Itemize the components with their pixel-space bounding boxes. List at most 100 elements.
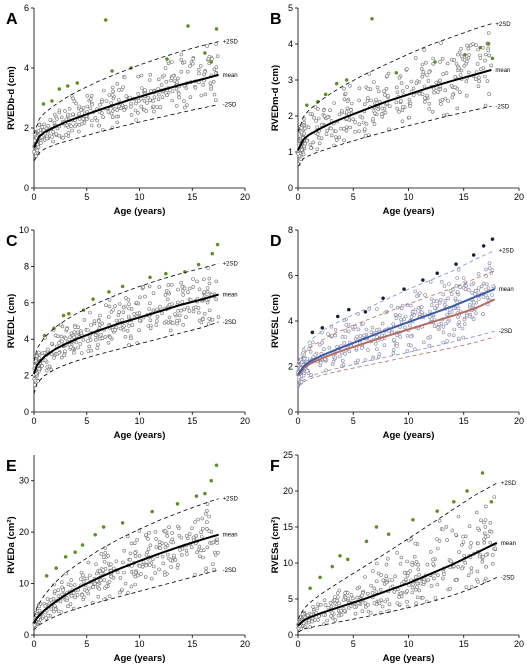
data-point [360,115,365,120]
scatter-points [32,42,220,158]
y-tick-label: 4 [24,63,29,73]
panel-letter: B [270,11,282,28]
data-point [340,334,345,339]
data-point [313,618,318,622]
data-point [36,129,41,133]
data-point [435,303,439,308]
data-point [333,595,337,599]
data-point [54,132,59,136]
data-point [56,609,61,614]
data-point [469,282,474,287]
data-point [457,550,461,554]
data-point [405,559,409,564]
label-minus-2sd: -2SD [223,103,237,109]
data-point [113,328,117,332]
data-point [343,351,347,356]
data-point [215,541,219,545]
data-point [136,92,140,96]
data-point [93,581,97,586]
data-point [473,288,478,293]
data-point [355,595,360,600]
y-tick-label: 0 [288,407,293,417]
data-point [72,330,77,334]
y-tick-label: 2 [24,123,29,133]
data-point [171,321,175,325]
data-point [360,346,364,350]
data-point [90,118,94,123]
data-point [128,551,133,556]
data-point [395,601,400,605]
y-tick-label: 20 [283,486,293,496]
data-point [344,125,349,130]
data-point [42,350,47,355]
data-point [429,584,434,588]
data-point [349,101,354,106]
data-point [53,333,58,338]
data-point [81,337,86,342]
data-point [121,305,126,310]
data-point [336,613,341,618]
data-point [477,554,482,559]
data-point [36,350,41,355]
data-point [384,87,389,91]
data-point [467,524,472,529]
data-point [175,318,179,323]
data-point [413,289,418,294]
data-point [136,74,140,79]
data-point [185,534,189,538]
data-point [414,559,419,564]
data-point [100,336,105,341]
data-point [170,60,174,64]
data-point [197,544,202,549]
data-point [165,93,169,98]
data-point [310,619,314,624]
data-point [44,368,49,373]
data-point [447,282,451,286]
data-point [457,320,462,325]
data-point [454,532,458,537]
mean-curve [33,533,219,624]
data-point [95,346,100,350]
data-point [180,289,185,293]
data-point [151,104,156,109]
outlier-point [91,297,95,301]
data-point [72,350,76,355]
data-point [44,126,49,131]
data-point [339,109,344,113]
data-point [416,567,421,572]
data-point [467,314,472,319]
data-point [405,67,409,71]
data-point [205,289,210,294]
data-point [175,104,179,108]
data-point [395,550,399,555]
data-point [337,135,342,140]
outlier-point [338,554,342,558]
data-point [378,587,383,592]
data-point [37,608,42,613]
data-point [355,334,359,339]
data-point [429,303,434,307]
data-point [81,579,86,584]
data-point [400,119,405,124]
data-point [407,115,412,120]
data-point [480,559,485,564]
outlier-point [57,87,62,91]
data-point [455,276,460,280]
outlier-point [480,471,485,475]
data-point [397,313,402,318]
data-point [202,290,207,294]
data-point [32,149,36,154]
data-point [419,305,424,309]
data-point [400,89,405,93]
data-point [410,590,415,595]
data-point [139,73,144,78]
data-point [154,323,159,327]
data-point [438,60,442,64]
data-point [104,303,108,308]
data-point [100,321,104,326]
data-point [410,563,415,567]
data-point [79,577,83,581]
data-point [405,599,409,604]
data-point [127,306,131,311]
data-point [128,557,132,562]
